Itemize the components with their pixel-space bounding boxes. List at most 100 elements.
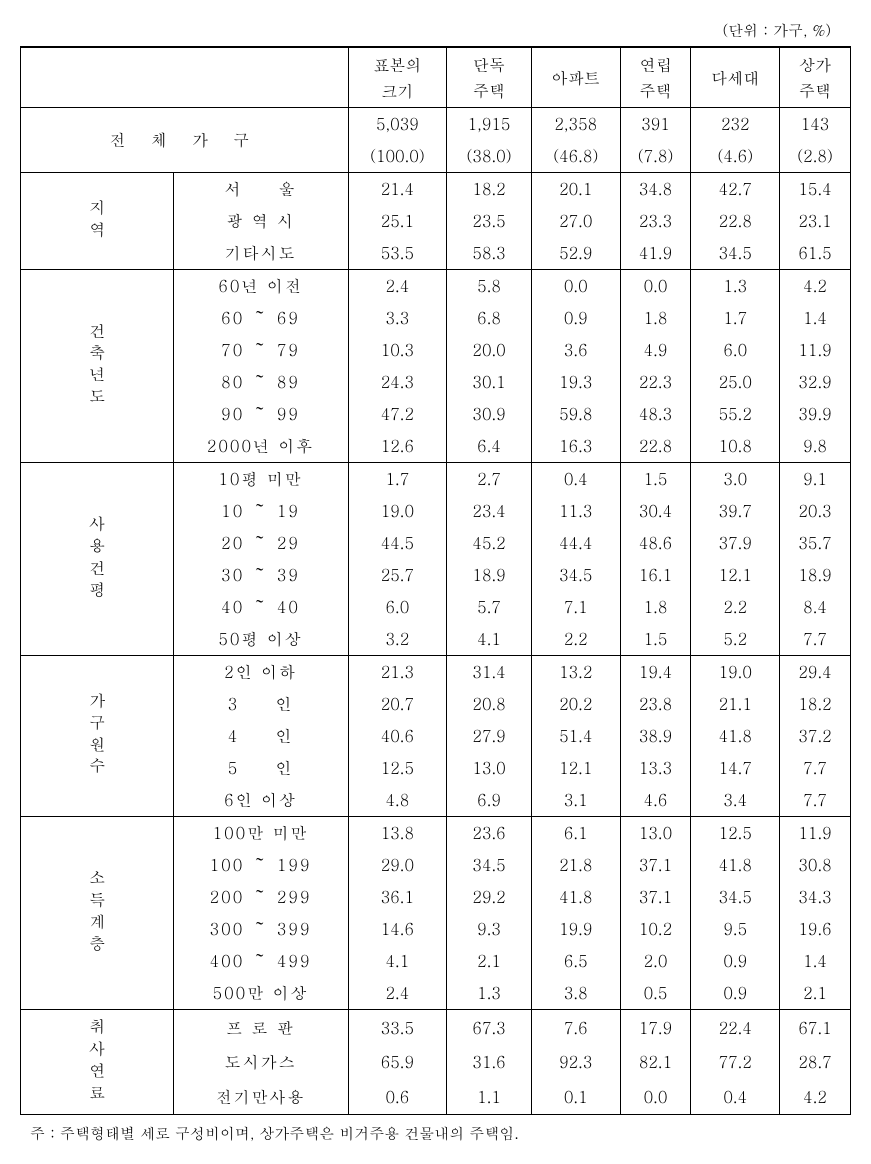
cell-3-2-4: 41.8: [691, 720, 780, 752]
cell-4-2-0: 36.1: [348, 881, 447, 913]
cell-2-5-4: 5.2: [691, 623, 780, 656]
cell-2-3-0: 25.7: [348, 559, 447, 591]
cell-4-4-1: 2.1: [447, 945, 532, 977]
footnote: 주 : 주택형태별 세로 구성비이며, 상가주택은 비거주용 건물내의 주택임.: [20, 1123, 851, 1144]
cell-4-3-4: 9.5: [691, 913, 780, 945]
cell-2-2-0: 44.5: [348, 527, 447, 559]
cell-5-1-1: 31.6: [447, 1045, 532, 1080]
row-label-2-3: 30 ～ 39: [173, 559, 348, 591]
cell-2-1-1: 23.4: [447, 495, 532, 527]
cell-1-3-0: 24.3: [348, 366, 447, 398]
cell-0-0-3: 34.8: [620, 173, 691, 206]
cell-3-0-1: 31.4: [447, 656, 532, 689]
cell-5-1-5: 28.7: [780, 1045, 851, 1080]
group-label-3: 가구원수: [21, 656, 174, 817]
cell-2-0-5: 9.1: [780, 463, 851, 496]
cell-1-3-5: 32.9: [780, 366, 851, 398]
cell-5-2-0: 0.6: [348, 1079, 447, 1114]
cell-1-4-2: 59.8: [531, 398, 620, 430]
cell-3-3-1: 13.0: [447, 752, 532, 784]
cell-4-4-2: 6.5: [531, 945, 620, 977]
cell-3-1-2: 20.2: [531, 688, 620, 720]
cell-0-1-4: 22.8: [691, 205, 780, 237]
total-p-1: (38.0): [447, 140, 532, 173]
cell-5-1-2: 92.3: [531, 1045, 620, 1080]
total-p-5: (2.8): [780, 140, 851, 173]
row-label-0-2: 기타시도: [173, 237, 348, 270]
cell-4-1-2: 21.8: [531, 849, 620, 881]
row-label-1-4: 90 ～ 99: [173, 398, 348, 430]
cell-0-1-3: 23.3: [620, 205, 691, 237]
cell-1-0-2: 0.0: [531, 270, 620, 303]
cell-1-5-4: 10.8: [691, 430, 780, 463]
cell-3-1-1: 20.8: [447, 688, 532, 720]
cell-1-1-2: 0.9: [531, 302, 620, 334]
row-label-2-1: 10 ～ 19: [173, 495, 348, 527]
cell-2-0-0: 1.7: [348, 463, 447, 496]
cell-4-1-3: 37.1: [620, 849, 691, 881]
row-label-0-1: 광 역 시: [173, 205, 348, 237]
cell-3-2-2: 51.4: [531, 720, 620, 752]
cell-4-1-5: 30.8: [780, 849, 851, 881]
cell-5-2-2: 0.1: [531, 1079, 620, 1114]
group-label-2: 사용건평: [21, 463, 174, 656]
cell-3-0-3: 19.4: [620, 656, 691, 689]
cell-4-2-2: 41.8: [531, 881, 620, 913]
cell-1-4-4: 55.2: [691, 398, 780, 430]
cell-0-2-4: 34.5: [691, 237, 780, 270]
header-blank: [21, 47, 349, 108]
cell-2-4-2: 7.1: [531, 591, 620, 623]
cell-0-0-0: 21.4: [348, 173, 447, 206]
total-n-4: 232: [691, 108, 780, 141]
cell-3-4-0: 4.8: [348, 784, 447, 817]
cell-5-0-4: 22.4: [691, 1010, 780, 1045]
total-n-2: 2,358: [531, 108, 620, 141]
cell-5-2-5: 4.2: [780, 1079, 851, 1114]
cell-3-3-4: 14.7: [691, 752, 780, 784]
row-label-5-2: 전기만사용: [173, 1079, 348, 1114]
cell-1-5-2: 16.3: [531, 430, 620, 463]
row-label-3-4: 6인 이상: [173, 784, 348, 817]
cell-5-2-4: 0.4: [691, 1079, 780, 1114]
cell-1-0-5: 4.2: [780, 270, 851, 303]
row-label-3-0: 2인 이하: [173, 656, 348, 689]
cell-1-4-1: 30.9: [447, 398, 532, 430]
row-label-4-3: 300 ～ 399: [173, 913, 348, 945]
cell-4-2-5: 34.3: [780, 881, 851, 913]
cell-3-4-4: 3.4: [691, 784, 780, 817]
cell-1-0-1: 5.8: [447, 270, 532, 303]
cell-3-2-5: 37.2: [780, 720, 851, 752]
cell-2-0-4: 3.0: [691, 463, 780, 496]
total-p-3: (7.8): [620, 140, 691, 173]
cell-1-0-3: 0.0: [620, 270, 691, 303]
cell-0-0-1: 18.2: [447, 173, 532, 206]
cell-4-2-4: 34.5: [691, 881, 780, 913]
cell-4-0-3: 13.0: [620, 817, 691, 850]
cell-4-2-1: 29.2: [447, 881, 532, 913]
cell-4-5-3: 0.5: [620, 977, 691, 1010]
cell-2-5-2: 2.2: [531, 623, 620, 656]
cell-4-5-0: 2.4: [348, 977, 447, 1010]
row-label-2-4: 40 ～ 40: [173, 591, 348, 623]
row-label-3-2: 4 인: [173, 720, 348, 752]
header-c3: 아파트: [531, 47, 620, 108]
cell-0-2-3: 41.9: [620, 237, 691, 270]
cell-3-1-5: 18.2: [780, 688, 851, 720]
cell-1-2-0: 10.3: [348, 334, 447, 366]
total-n-0: 5,039: [348, 108, 447, 141]
cell-3-4-3: 4.6: [620, 784, 691, 817]
total-label: 전 체 가 구: [21, 108, 349, 173]
cell-1-1-4: 1.7: [691, 302, 780, 334]
group-label-5: 취사연료: [21, 1010, 174, 1115]
cell-1-1-3: 1.8: [620, 302, 691, 334]
cell-2-2-4: 37.9: [691, 527, 780, 559]
cell-2-2-1: 45.2: [447, 527, 532, 559]
cell-1-1-1: 6.8: [447, 302, 532, 334]
row-label-1-5: 2000년 이후: [173, 430, 348, 463]
cell-1-3-4: 25.0: [691, 366, 780, 398]
cell-2-5-1: 4.1: [447, 623, 532, 656]
cell-4-4-5: 1.4: [780, 945, 851, 977]
group-label-1: 건축년도: [21, 270, 174, 463]
cell-2-0-1: 2.7: [447, 463, 532, 496]
group-label-4: 소득계층: [21, 817, 174, 1010]
